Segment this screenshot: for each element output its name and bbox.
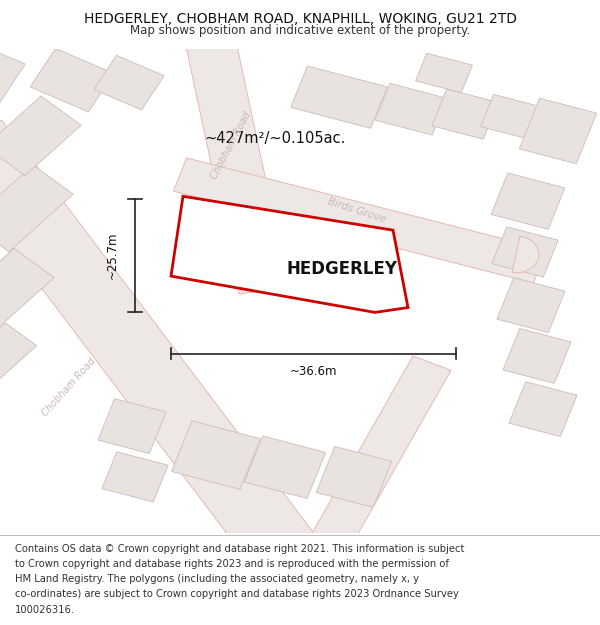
Text: HM Land Registry. The polygons (including the associated geometry, namely x, y: HM Land Registry. The polygons (includin… [15,574,419,584]
Polygon shape [0,249,54,328]
Text: Chobham Road: Chobham Road [40,356,98,419]
Polygon shape [481,94,539,139]
Text: 100026316.: 100026316. [15,604,75,614]
Polygon shape [491,173,565,229]
Polygon shape [509,382,577,437]
Polygon shape [492,227,558,277]
Polygon shape [172,421,260,489]
Polygon shape [282,235,333,291]
Polygon shape [503,329,571,383]
Polygon shape [311,356,451,549]
Wedge shape [512,236,539,272]
Text: ~36.6m: ~36.6m [290,366,337,378]
Polygon shape [519,98,597,164]
Polygon shape [497,278,565,332]
Polygon shape [98,399,166,454]
Text: HEDGERLEY: HEDGERLEY [287,261,398,278]
Polygon shape [30,49,114,112]
Polygon shape [171,196,408,312]
Polygon shape [173,158,547,283]
Polygon shape [185,36,289,294]
Text: Contains OS data © Crown copyright and database right 2021. This information is : Contains OS data © Crown copyright and d… [15,544,464,554]
Text: Birds Grove: Birds Grove [326,197,388,225]
Text: ~25.7m: ~25.7m [106,232,119,279]
Polygon shape [0,165,73,252]
Polygon shape [339,257,372,291]
Polygon shape [102,452,168,502]
Polygon shape [244,436,326,498]
Polygon shape [416,53,472,92]
Polygon shape [94,55,164,110]
Text: ~427m²/~0.105ac.: ~427m²/~0.105ac. [204,131,346,146]
Text: to Crown copyright and database rights 2023 and is reproduced with the permissio: to Crown copyright and database rights 2… [15,559,449,569]
Text: co-ordinates) are subject to Crown copyright and database rights 2023 Ordnance S: co-ordinates) are subject to Crown copyr… [15,589,459,599]
Text: HEDGERLEY, CHOBHAM ROAD, KNAPHILL, WOKING, GU21 2TD: HEDGERLEY, CHOBHAM ROAD, KNAPHILL, WOKIN… [83,12,517,26]
Text: Map shows position and indicative extent of the property.: Map shows position and indicative extent… [130,24,470,36]
Polygon shape [0,120,320,572]
Polygon shape [432,89,498,139]
Text: Chobham Road: Chobham Road [209,110,253,181]
Polygon shape [0,96,81,176]
Polygon shape [291,66,387,128]
Polygon shape [0,323,37,389]
Polygon shape [375,83,447,135]
Polygon shape [231,228,267,281]
Polygon shape [316,446,392,508]
Polygon shape [0,48,25,102]
